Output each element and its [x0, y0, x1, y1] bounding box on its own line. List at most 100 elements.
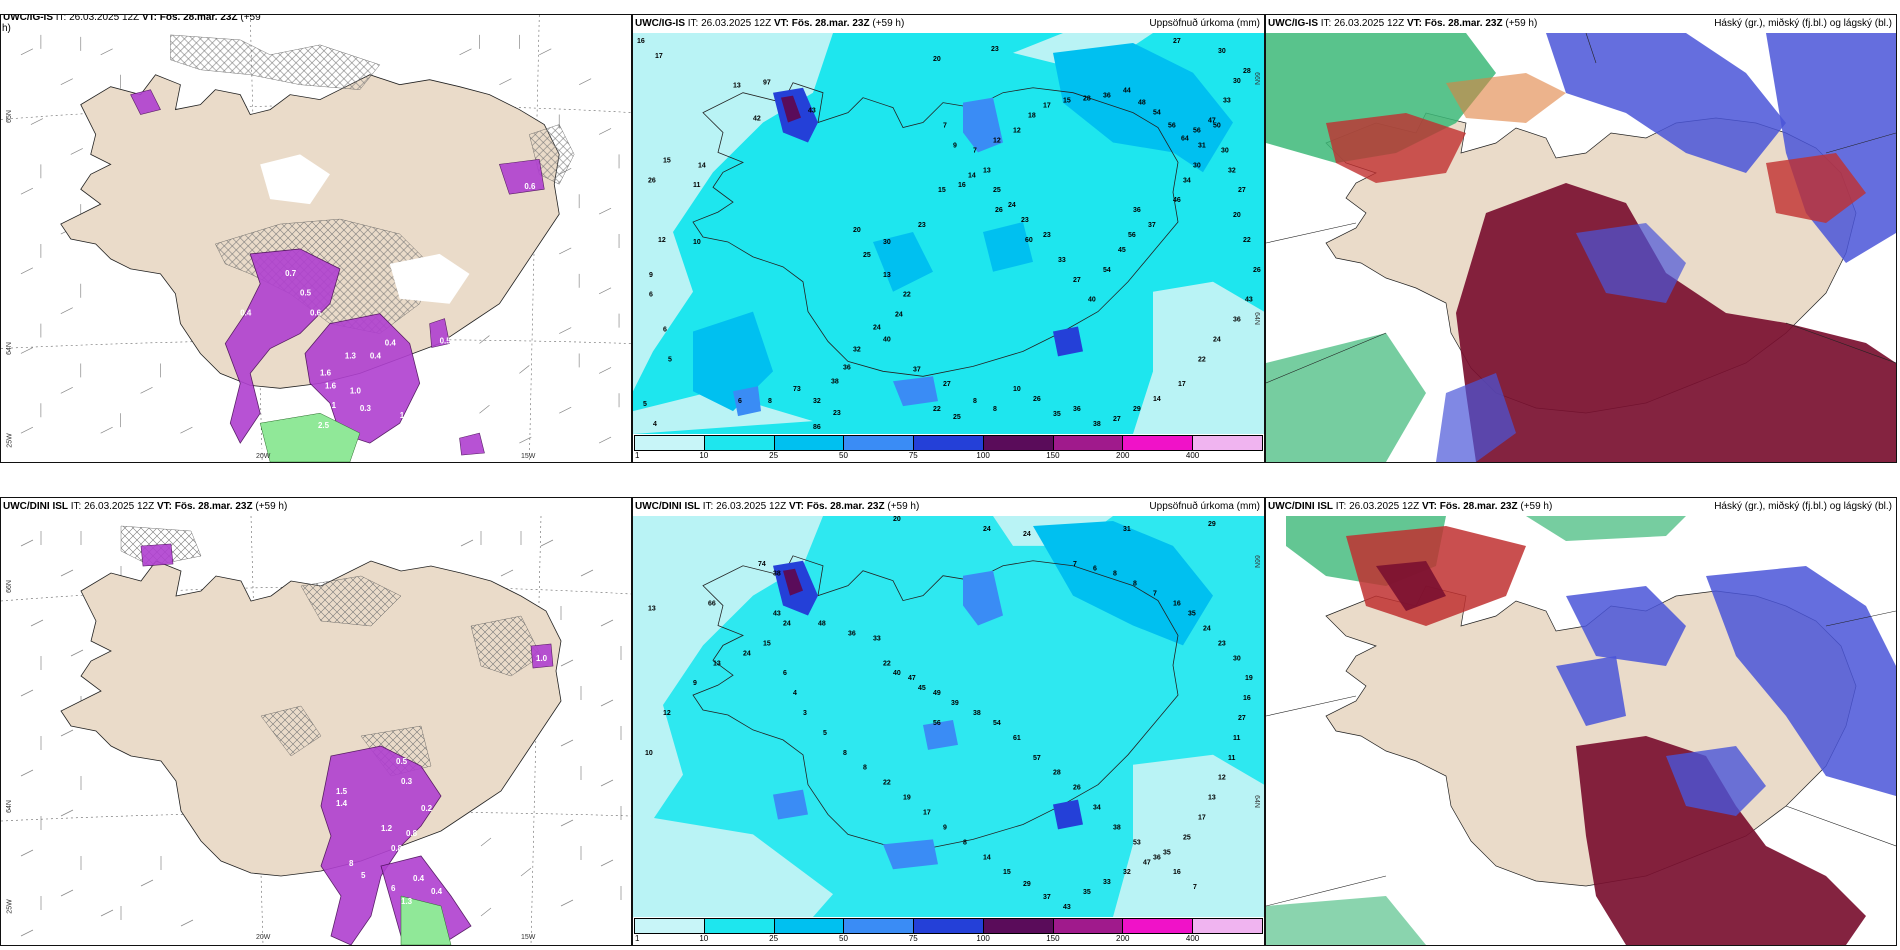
- colorbar-tick: 150: [1046, 934, 1060, 943]
- precip-value: 35: [1163, 849, 1171, 856]
- svg-text:1.0: 1.0: [350, 386, 362, 395]
- precip-value: 8: [973, 398, 977, 405]
- lead-time: (+59 h): [1520, 501, 1553, 512]
- precip-value: 26: [1253, 267, 1261, 274]
- colorbar-tick: 200: [1116, 451, 1130, 460]
- precip-value: 57: [1033, 755, 1041, 762]
- precip-value: 27: [1238, 715, 1246, 722]
- precip-value: 35: [1053, 411, 1061, 418]
- init-time: IT: 26.03.2025 12Z: [1335, 501, 1420, 512]
- precip-value: 7: [1073, 561, 1077, 568]
- precip-value: 56: [1168, 123, 1176, 130]
- map-clouds-br[interactable]: [1266, 516, 1896, 945]
- colorbar-tick: 1: [635, 451, 640, 460]
- precip-value: 16: [1173, 869, 1181, 876]
- panel-header: UWC/IG-IS IT: 26.03.2025 12Z VT: Fös. 28…: [633, 15, 1264, 33]
- colorbar-swatch: [983, 919, 1054, 933]
- panel-top-middle: UWC/IG-IS IT: 26.03.2025 12Z VT: Fös. 28…: [632, 14, 1265, 463]
- precip-value: 38: [831, 378, 839, 385]
- svg-text:0.8: 0.8: [406, 829, 418, 838]
- precip-value: 4: [793, 690, 797, 697]
- map-svg: 1.5 0.5 0.3 1.5 1.4 0.2 1.2 0.8 0.8 0.3 …: [1, 516, 631, 945]
- valid-time: VT: Fös. 28.mar. 23Z: [1421, 501, 1518, 512]
- map-wind-ice-bl[interactable]: 1.5 0.5 0.3 1.5 1.4 0.2 1.2 0.8 0.8 0.3 …: [1, 516, 631, 945]
- precip-value: 24: [1203, 625, 1211, 632]
- precip-value: 32: [853, 346, 861, 353]
- precip-value: 24: [743, 650, 751, 657]
- precip-value: 9: [943, 824, 947, 831]
- svg-text:1.3: 1.3: [401, 897, 413, 906]
- precip-value: 38: [773, 571, 781, 578]
- svg-text:0.5: 0.5: [300, 289, 312, 298]
- precip-value: 26: [648, 177, 656, 184]
- precip-value: 20: [1233, 212, 1241, 219]
- precip-value: 28: [1243, 68, 1251, 75]
- map-clouds-tr[interactable]: [1266, 33, 1896, 462]
- precip-value: 35: [1083, 889, 1091, 896]
- map-svg: [1266, 33, 1896, 462]
- svg-text:1.6: 1.6: [325, 381, 337, 390]
- colorbar-swatch: [844, 436, 915, 450]
- lat-label: 66N: [5, 580, 13, 593]
- lead-time: (+59 h): [1505, 18, 1538, 29]
- precip-value: 33: [1058, 257, 1066, 264]
- colorbar-tick: 75: [908, 934, 918, 943]
- colorbar-swatch: [983, 436, 1054, 450]
- precip-value: 13: [733, 83, 741, 90]
- precip-value: 38: [1113, 824, 1121, 831]
- lon-label: 15W: [521, 934, 536, 941]
- precip-value: 18: [1028, 113, 1036, 120]
- svg-text:2.5: 2.5: [318, 421, 330, 430]
- init-time: IT: 26.03.2025 12Z: [1320, 18, 1405, 29]
- precip-value: 23: [1218, 640, 1226, 647]
- precip-value: 36: [1073, 406, 1081, 413]
- precip-value: 27: [943, 381, 951, 388]
- model-name: UWC/IG-IS: [1268, 18, 1318, 29]
- colorbar-swatch: [774, 436, 845, 450]
- lat-label: 66N: [1253, 72, 1261, 85]
- svg-text:1.5: 1.5: [226, 547, 238, 556]
- precip-value: 16: [637, 38, 645, 45]
- lon-label: 20W: [256, 934, 271, 941]
- precip-value: 66: [708, 601, 716, 608]
- precip-value: 33: [1103, 879, 1111, 886]
- colorbar-tick: 1: [635, 934, 640, 943]
- precip-value: 31: [1198, 142, 1206, 149]
- precip-value: 64: [1181, 135, 1189, 142]
- colorbar-tick: 25: [769, 934, 779, 943]
- precip-value: 27: [1113, 416, 1121, 423]
- panel-title: Uppsöfnuð úrkoma (mm): [1149, 501, 1260, 512]
- panel-header: UWC/IG-IS IT: 26.03.2025 12Z VT: Fös. 28…: [1266, 15, 1896, 33]
- precip-value: 54: [1153, 110, 1161, 117]
- map-svg: 0.7 0.5 0.6 0.4 1.6 0.4 0.4 1.3 1.0 1.6 …: [1, 15, 631, 462]
- precip-value: 24: [1008, 202, 1016, 209]
- map-wind-ice-tl[interactable]: 0.7 0.5 0.6 0.4 1.6 0.4 0.4 1.3 1.0 1.6 …: [1, 15, 631, 462]
- svg-text:1.0: 1.0: [536, 654, 548, 663]
- precip-value: 43: [1245, 297, 1253, 304]
- colorbar-tick: 100: [976, 451, 990, 460]
- precip-value: 24: [783, 620, 791, 627]
- precip-value: 40: [1088, 297, 1096, 304]
- precip-value: 40: [883, 336, 891, 343]
- colorbar-swatch: [1193, 919, 1263, 933]
- precip-value: 26: [995, 207, 1003, 214]
- precip-value: 54: [1103, 267, 1111, 274]
- map-precip-bm[interactable]: 20 24 24 31 29 13 66 74 38 43 24 48 36 33 22 40 47 45 49 39…: [633, 516, 1264, 917]
- precip-value: 36: [1133, 207, 1141, 214]
- precip-value: 11: [1233, 735, 1241, 742]
- svg-text:0.8: 0.8: [391, 844, 403, 853]
- lead-time: (+59: [240, 14, 261, 23]
- precip-value: 36: [1103, 93, 1111, 100]
- precip-value: 13: [648, 606, 656, 613]
- colorbar-tick: 75: [908, 451, 918, 460]
- colorbar-swatch: [704, 919, 775, 933]
- model-name: UWC/DINI ISL: [635, 501, 700, 512]
- map-precip-tm[interactable]: 16 17 20 23 27 30 13 97 43 42 15 14 11 26 12 10 9 6 6 5 5 4 6 8…: [633, 33, 1264, 434]
- precip-value: 33: [1223, 98, 1231, 105]
- precip-value: 34: [1183, 177, 1191, 184]
- precip-value: 24: [873, 325, 881, 332]
- precip-value: 47: [908, 675, 916, 682]
- precip-value: 8: [1133, 581, 1137, 588]
- colorbar-ticks: 1 10 25 50 75 100 150 200 400: [634, 451, 1263, 461]
